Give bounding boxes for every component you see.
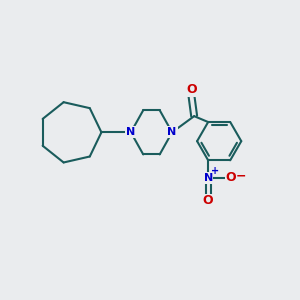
Text: O: O bbox=[226, 172, 236, 184]
Text: O: O bbox=[203, 194, 214, 207]
Text: O: O bbox=[186, 83, 196, 96]
Text: N: N bbox=[167, 127, 177, 137]
Text: N: N bbox=[203, 173, 213, 183]
Text: +: + bbox=[211, 167, 219, 176]
Text: −: − bbox=[236, 170, 246, 183]
Text: N: N bbox=[126, 127, 136, 137]
